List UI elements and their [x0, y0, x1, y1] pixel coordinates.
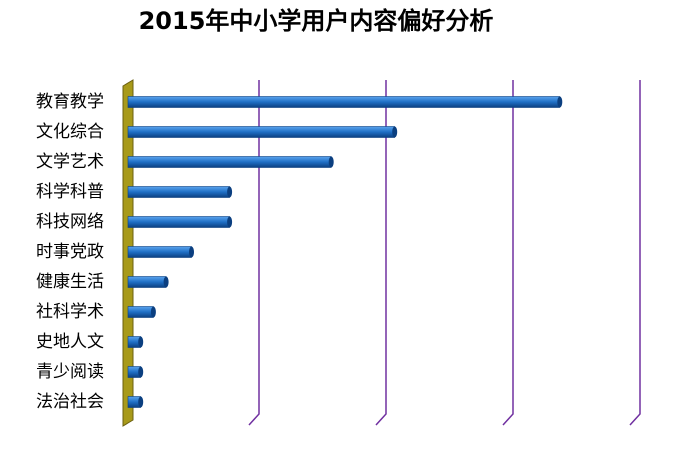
- y-tick-label: 教育教学: [36, 92, 104, 112]
- bar: [127, 156, 334, 168]
- y-tick-label: 社科学术: [36, 302, 104, 322]
- bar: [127, 396, 144, 408]
- bar: [127, 366, 144, 378]
- y-tick-label: 科学科普: [36, 182, 104, 202]
- grid-line: [375, 80, 387, 426]
- y-tick-label: 青少阅读: [36, 362, 104, 382]
- bar: [127, 276, 169, 288]
- bar: [127, 126, 398, 138]
- y-tick-label: 文化综合: [36, 122, 104, 142]
- y-tick-label: 时事党政: [36, 242, 104, 262]
- bar: [127, 96, 563, 108]
- bar: [127, 216, 233, 228]
- y-tick-label: 健康生活: [36, 272, 104, 292]
- bar: [127, 306, 156, 318]
- grid-line: [248, 80, 260, 426]
- y-tick-label: 史地人文: [36, 332, 104, 352]
- y-tick-label: 法治社会: [36, 392, 104, 412]
- chart-title: 2015年中小学用户内容偏好分析: [139, 7, 494, 35]
- y-tick-label: 文学艺术: [36, 152, 104, 172]
- bar: [127, 186, 233, 198]
- y-tick-label: 科技网络: [36, 212, 104, 232]
- grid-line: [629, 80, 641, 426]
- bar: [127, 336, 144, 348]
- bar: [127, 246, 194, 258]
- grid-line: [502, 80, 514, 426]
